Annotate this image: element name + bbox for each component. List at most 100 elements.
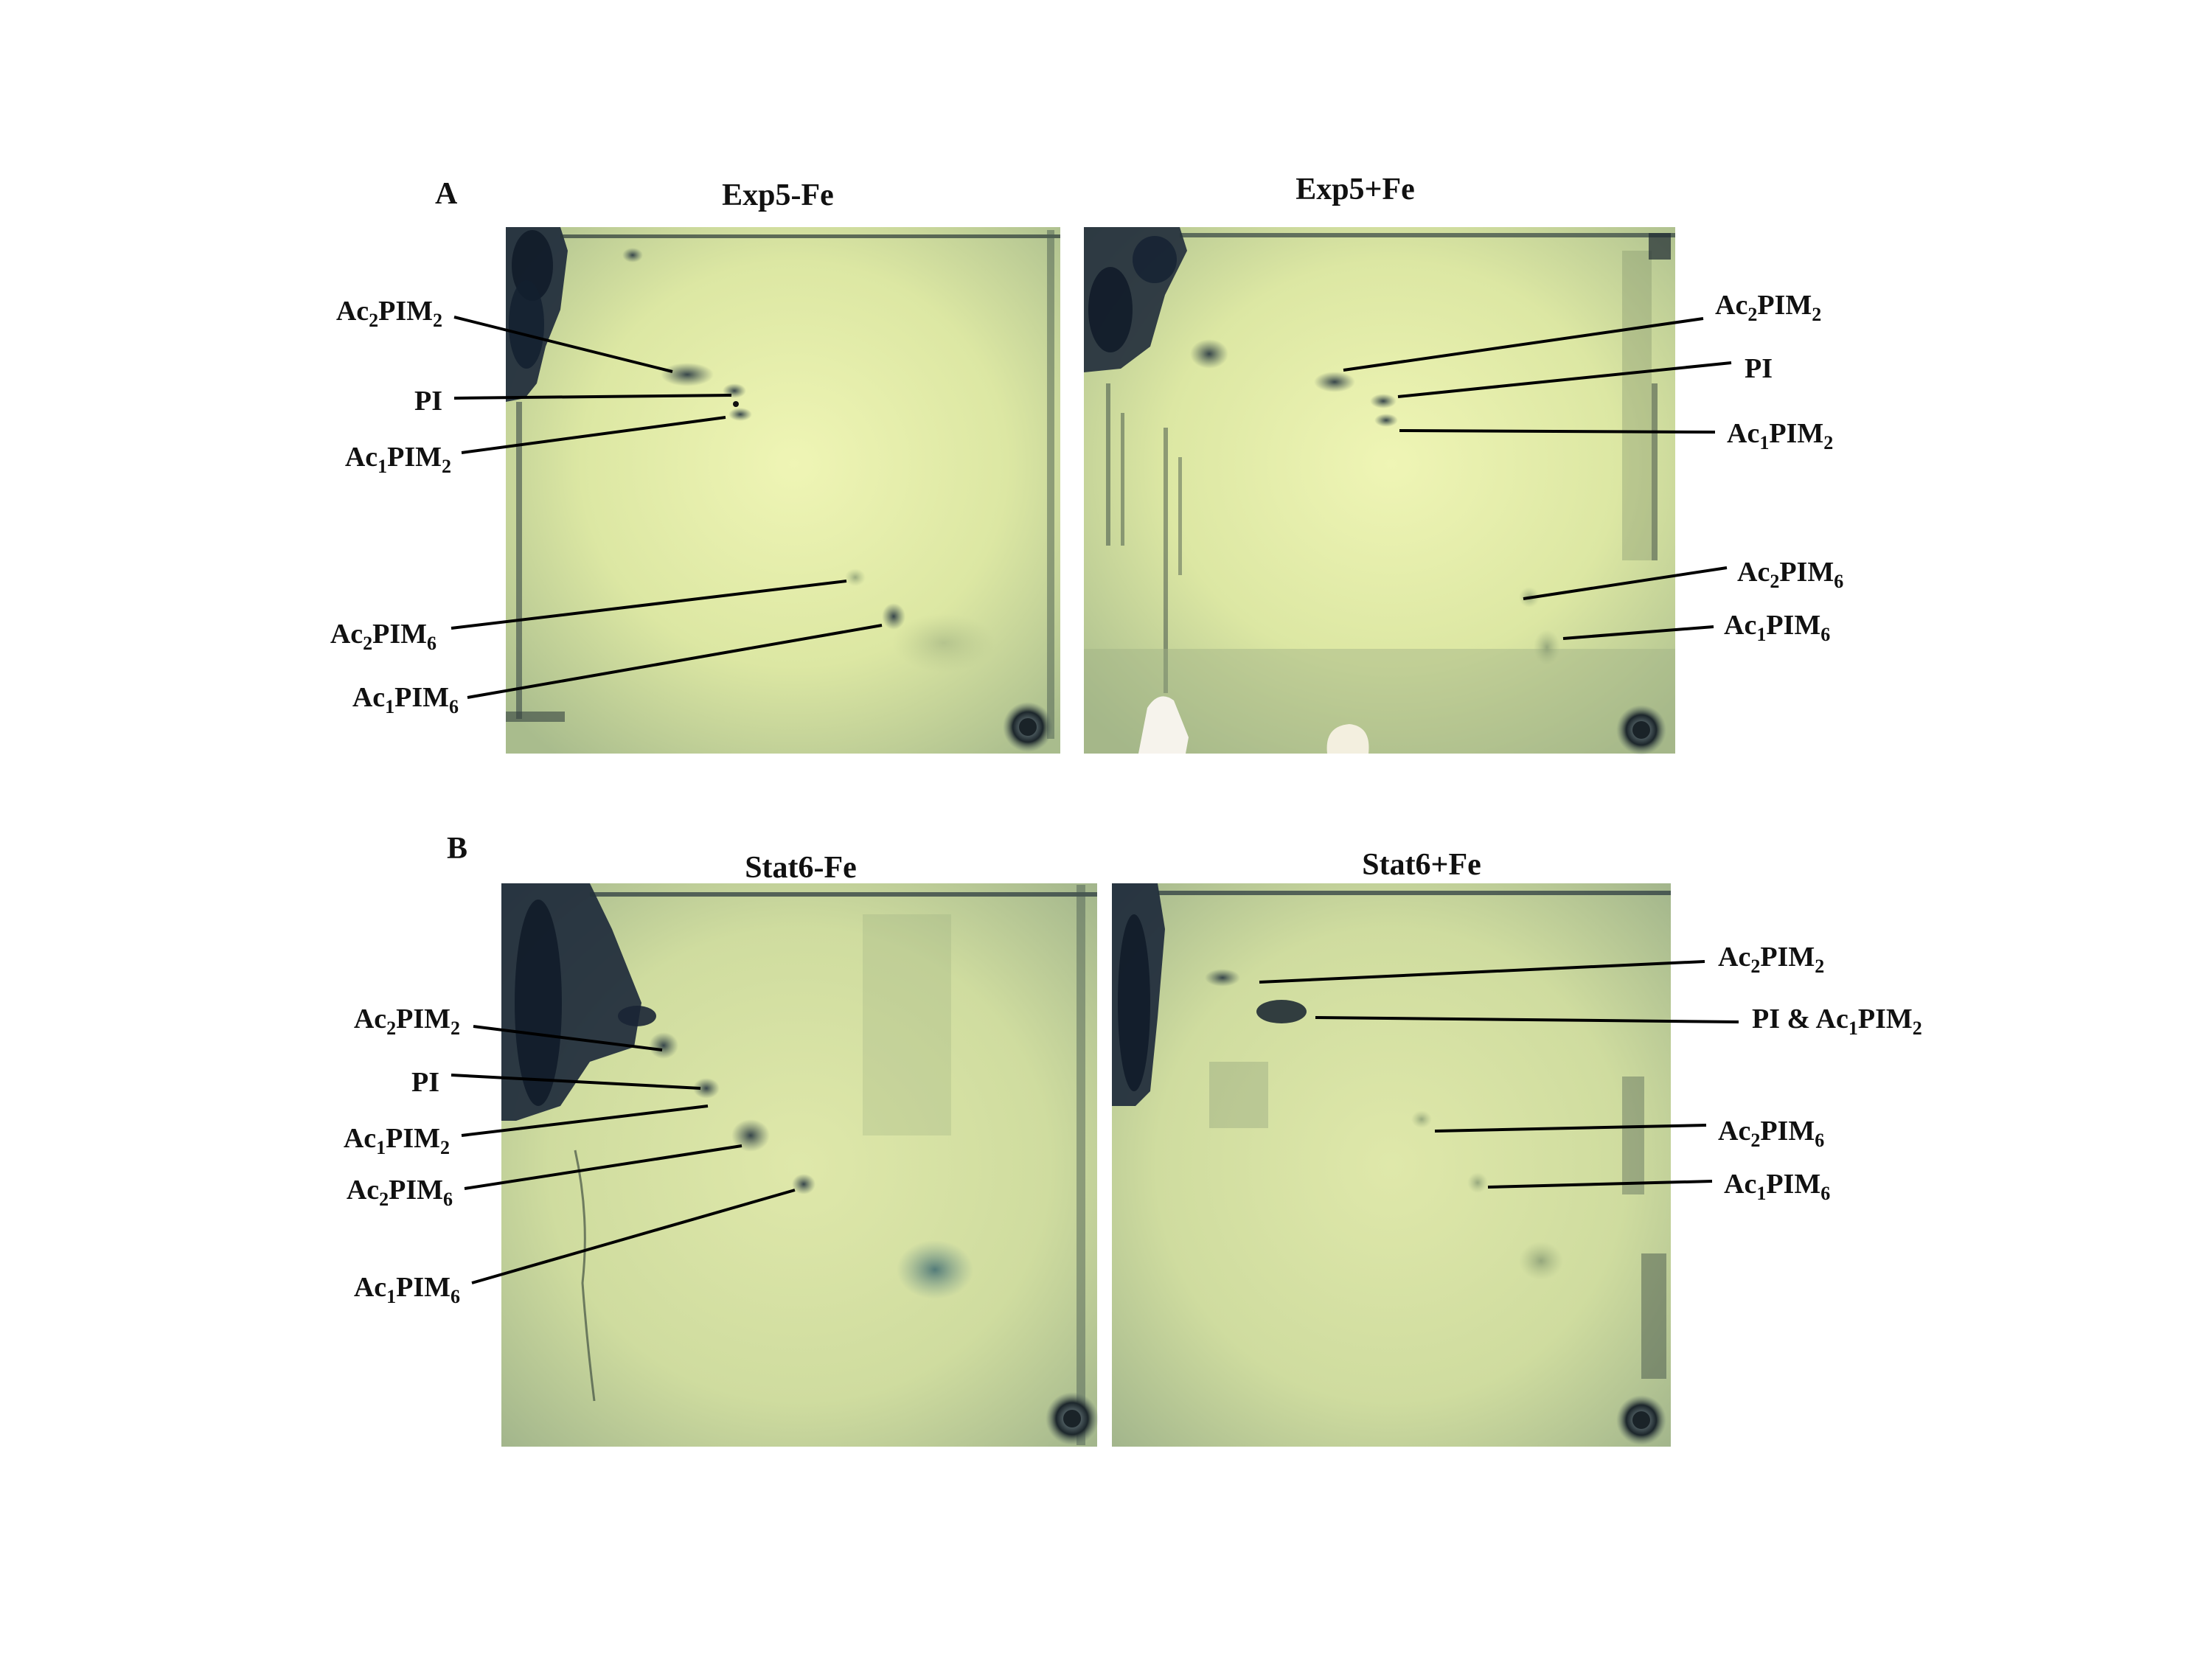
origin-stain xyxy=(1118,914,1150,1091)
leader-line xyxy=(471,1189,796,1284)
solvent-streak xyxy=(1641,1253,1666,1379)
lipid-spot xyxy=(1467,1172,1488,1193)
labels-exp5-minus-fe: Ac2PIM2 PI Ac1PIM2 Ac2PIM6 Ac1PIM6 xyxy=(330,296,883,717)
solvent-streak xyxy=(1652,383,1658,560)
leader-line xyxy=(1397,361,1732,398)
label-ac1pim6: Ac1PIM6 xyxy=(1724,1169,1830,1204)
plate-title-stat6-minus-fe: Stat6-Fe xyxy=(745,851,857,885)
panel-a: A Exp5-Fe xyxy=(330,173,1843,755)
solvent-streak xyxy=(1121,413,1124,546)
lipid-spot xyxy=(1534,630,1560,665)
leader-line xyxy=(1399,429,1716,434)
solvent-streak xyxy=(863,914,951,1135)
lipid-spot xyxy=(1519,1242,1563,1280)
origin-marker xyxy=(1019,718,1037,736)
solvent-streak xyxy=(1622,251,1652,560)
lipid-spot xyxy=(1374,414,1398,427)
crack-line xyxy=(574,1150,596,1402)
solvent-streak xyxy=(1209,1062,1268,1128)
origin-stain xyxy=(515,900,562,1106)
labels-exp5-plus-fe: Ac2PIM2 PI Ac1PIM2 Ac2PIM6 Ac1PIM6 xyxy=(1343,290,1843,645)
plate-edge xyxy=(1077,885,1085,1445)
leader-line xyxy=(461,1105,709,1137)
solvent-front xyxy=(560,234,1060,238)
leader-line xyxy=(464,1144,742,1190)
solvent-streak xyxy=(1622,1077,1644,1194)
plate-title-stat6-plus-fe: Stat6+Fe xyxy=(1362,848,1481,882)
lipid-spot xyxy=(897,1240,973,1299)
label-ac1pim6: Ac1PIM6 xyxy=(1724,610,1830,645)
leader-line xyxy=(1487,1180,1713,1189)
labels-stat6-minus-fe: Ac2PIM2 PI Ac1PIM2 Ac2PIM6 Ac1PIM6 xyxy=(344,1004,796,1307)
label-ac1pim2: Ac1PIM2 xyxy=(345,442,451,477)
leader-line xyxy=(453,394,732,400)
plate-exp5-minus-fe: Exp5-Fe xyxy=(506,178,1060,754)
origin-stain xyxy=(509,280,544,369)
plate-title-exp5-minus-fe: Exp5-Fe xyxy=(722,178,834,212)
lipid-spot xyxy=(845,568,866,586)
origin-stain xyxy=(1133,236,1177,283)
solvent-streak xyxy=(1178,457,1182,575)
origin-stain xyxy=(1088,267,1133,352)
lipid-spot xyxy=(661,363,714,386)
panel-b: B Stat6-Fe Stat6+Fe xyxy=(344,832,1922,1447)
panel-b-letter: B xyxy=(447,832,467,866)
label-ac1pim2: Ac1PIM2 xyxy=(1727,418,1833,453)
label-ac2pim2: Ac2PIM2 xyxy=(336,296,442,331)
lipid-spot xyxy=(1411,1110,1432,1128)
glove-artifact xyxy=(1326,724,1369,754)
plate-edge xyxy=(1047,230,1054,739)
solvent-streak xyxy=(1106,383,1110,546)
solvent-streak xyxy=(1164,428,1168,693)
origin-stain xyxy=(618,1006,656,1026)
background-smear xyxy=(892,613,995,672)
lipid-spot xyxy=(1370,394,1397,408)
leader-line xyxy=(1523,566,1728,600)
solvent-front xyxy=(590,892,1097,897)
label-ac1pim2: Ac1PIM2 xyxy=(344,1123,450,1158)
origin-marker xyxy=(1632,721,1650,739)
label-pi: PI xyxy=(414,386,442,417)
label-pi-and-ac1pim2: PI & Ac1PIM2 xyxy=(1752,1004,1922,1039)
origin-marker xyxy=(1063,1410,1081,1427)
lipid-spot xyxy=(1256,1000,1307,1023)
glove-artifact xyxy=(1138,696,1189,754)
lipid-spot xyxy=(649,1032,678,1059)
leader-line xyxy=(461,416,726,454)
lipid-spot xyxy=(733,401,739,407)
tlc-plate xyxy=(506,227,1060,754)
label-pi: PI xyxy=(411,1067,439,1098)
origin-marker xyxy=(1632,1411,1650,1429)
solvent-front xyxy=(1649,233,1671,260)
label-ac2pim6: Ac2PIM6 xyxy=(1718,1116,1824,1151)
label-ac1pim6: Ac1PIM6 xyxy=(352,682,459,717)
plate-exp5-plus-fe: Exp5+Fe xyxy=(1084,173,1675,755)
leader-line xyxy=(1343,317,1704,372)
leader-line xyxy=(453,316,673,373)
leader-line xyxy=(473,1025,663,1051)
lipid-spot xyxy=(882,603,905,630)
tlc-plate xyxy=(1084,227,1675,754)
label-ac2pim6: Ac2PIM6 xyxy=(1737,557,1843,592)
solvent-front xyxy=(1180,233,1675,237)
leader-line xyxy=(1562,625,1714,640)
solvent-streak xyxy=(516,402,522,719)
leader-line xyxy=(1434,1124,1707,1133)
labels-stat6-plus-fe: Ac2PIM2 PI & Ac1PIM2 Ac2PIM6 Ac1PIM6 xyxy=(1259,942,1922,1204)
label-ac2pim6: Ac2PIM6 xyxy=(330,619,437,654)
lipid-spot xyxy=(1205,969,1240,987)
panel-a-letter: A xyxy=(435,177,458,211)
label-ac2pim6: Ac2PIM6 xyxy=(347,1175,453,1210)
leader-line xyxy=(467,624,883,699)
leader-line xyxy=(451,580,847,630)
lipid-spot xyxy=(622,248,643,262)
lipid-spot xyxy=(731,1119,770,1152)
leader-line xyxy=(1315,1016,1739,1023)
label-ac1pim6: Ac1PIM6 xyxy=(354,1272,460,1307)
lipid-spot xyxy=(693,1078,720,1099)
label-ac2pim2: Ac2PIM2 xyxy=(1718,942,1824,977)
leader-line xyxy=(1259,960,1705,984)
plate-stat6-plus-fe: Stat6+Fe xyxy=(1112,848,1671,1447)
plate-stat6-minus-fe: Stat6-Fe xyxy=(501,851,1099,1447)
